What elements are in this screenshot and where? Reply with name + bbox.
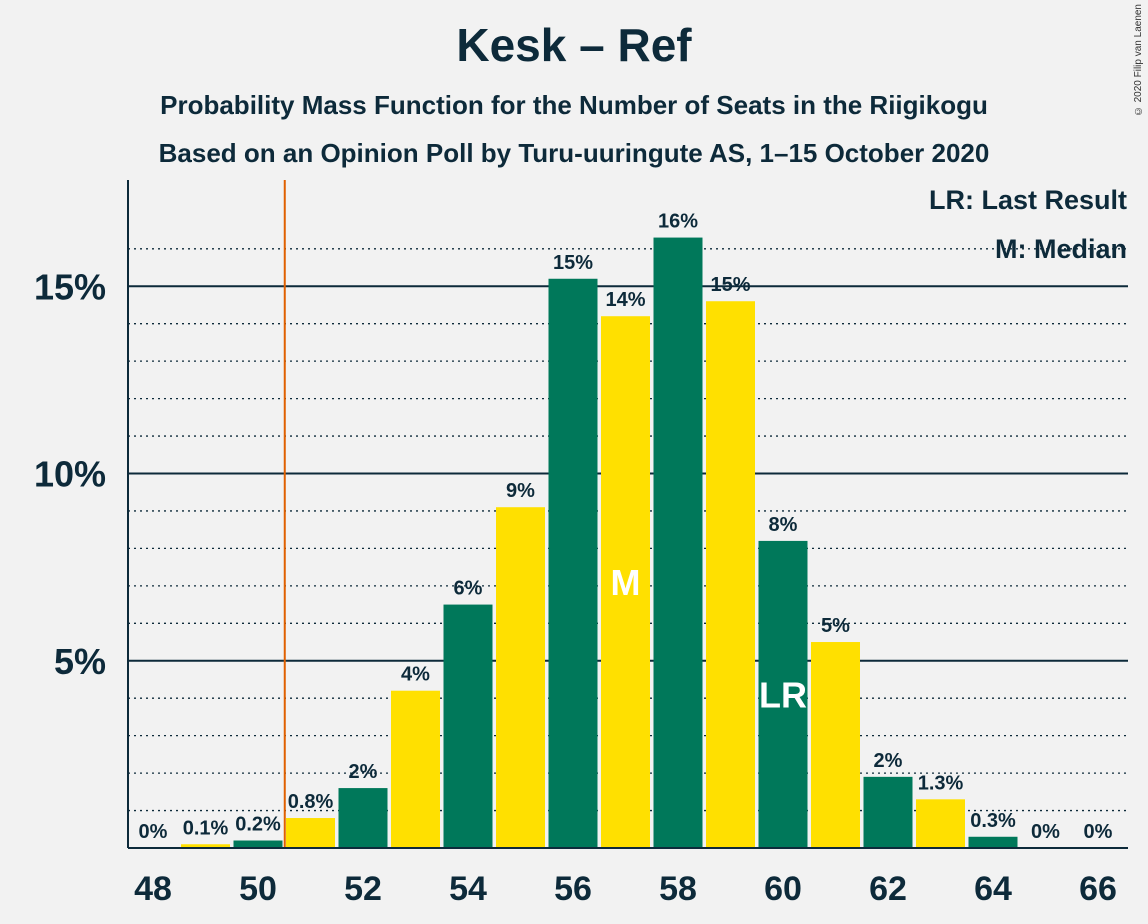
bar-seat-57 bbox=[601, 316, 650, 849]
x-tick-label: 62 bbox=[869, 870, 907, 908]
data-label: 16% bbox=[658, 211, 698, 233]
data-label: 4% bbox=[401, 664, 430, 686]
data-label: 0% bbox=[1084, 821, 1113, 843]
data-label: 9% bbox=[506, 480, 535, 502]
y-tick-label: 5% bbox=[54, 641, 106, 682]
chart-subtitle-1: Probability Mass Function for the Number… bbox=[160, 90, 988, 120]
data-label: 14% bbox=[605, 289, 645, 311]
bar-seat-49 bbox=[181, 844, 230, 848]
bar-seat-58 bbox=[653, 237, 703, 848]
data-label: 0.1% bbox=[183, 817, 229, 839]
chart-subtitle-2: Based on an Opinion Poll by Turu-uuringu… bbox=[158, 138, 990, 168]
data-label: 15% bbox=[553, 252, 593, 274]
bar-seat-50 bbox=[233, 840, 283, 848]
bar-seat-59 bbox=[706, 301, 755, 849]
data-label: 0.3% bbox=[970, 810, 1016, 832]
x-tick-label: 56 bbox=[554, 870, 592, 908]
x-tick-label: 50 bbox=[239, 870, 277, 908]
data-label: 0.8% bbox=[288, 791, 334, 813]
bar-seat-64 bbox=[968, 836, 1018, 848]
x-tick-label: 64 bbox=[974, 870, 1012, 908]
bar-seat-52 bbox=[338, 788, 388, 848]
x-tick-label: 60 bbox=[764, 870, 802, 908]
median-marker: M bbox=[611, 562, 641, 603]
data-label: 5% bbox=[821, 615, 850, 637]
bar-seat-53 bbox=[391, 690, 440, 848]
data-label: 1.3% bbox=[918, 772, 964, 794]
legend-median: M: Median bbox=[995, 234, 1127, 264]
x-tick-label: 58 bbox=[659, 870, 697, 908]
x-tick-label: 52 bbox=[344, 870, 382, 908]
x-tick-label: 66 bbox=[1079, 870, 1117, 908]
y-tick-label: 15% bbox=[34, 266, 106, 307]
data-label: 0% bbox=[139, 821, 168, 843]
bar-seat-54 bbox=[443, 604, 493, 848]
data-label: 2% bbox=[349, 761, 378, 783]
bar-seat-60 bbox=[758, 540, 808, 848]
chart-title: Kesk – Ref bbox=[456, 19, 692, 71]
data-label: 6% bbox=[454, 578, 483, 600]
data-label: 2% bbox=[874, 750, 903, 772]
legend-last-result: LR: Last Result bbox=[929, 185, 1127, 215]
data-label: 0.2% bbox=[235, 814, 281, 836]
bar-seat-62 bbox=[863, 776, 913, 848]
x-tick-label: 54 bbox=[449, 870, 487, 908]
y-tick-label: 10% bbox=[34, 454, 106, 495]
bar-seat-51 bbox=[286, 818, 335, 848]
data-label: 15% bbox=[710, 274, 750, 296]
bar-seat-56 bbox=[548, 278, 598, 848]
bar-seat-55 bbox=[496, 507, 545, 848]
bar-seat-61 bbox=[811, 642, 860, 848]
data-label: 8% bbox=[769, 514, 798, 536]
bar-seat-63 bbox=[916, 799, 965, 848]
x-tick-label: 48 bbox=[134, 870, 172, 908]
data-label: 0% bbox=[1031, 821, 1060, 843]
last-result-marker: LR bbox=[759, 674, 807, 715]
